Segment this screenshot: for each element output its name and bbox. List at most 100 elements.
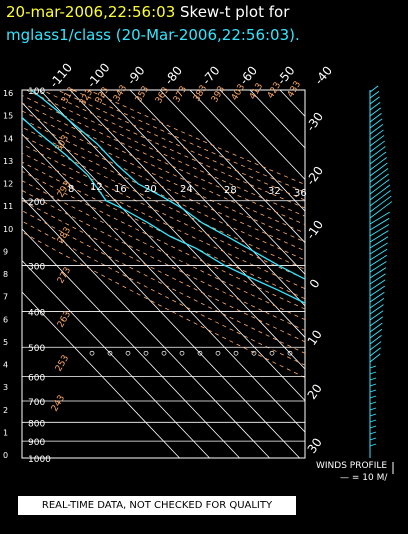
pressure-tick-label: 900	[28, 438, 45, 448]
wind-barb	[369, 443, 377, 447]
wind-barb	[369, 201, 393, 219]
wind-barb	[369, 285, 386, 297]
mixing-ratio-label: 20	[144, 184, 157, 195]
sounding-date: 20-mar-2006,22:56:03	[6, 3, 176, 21]
pressure-tick-label: 500	[28, 344, 45, 354]
winds-scale-label: — = 10 M/	[340, 473, 388, 483]
isotherm-line	[22, 259, 210, 458]
isotherm-line	[219, 90, 305, 181]
wind-barb	[369, 146, 386, 159]
isotherm-line	[249, 90, 305, 149]
height-tick-label: 15	[3, 112, 13, 121]
isotherm-line	[22, 196, 270, 458]
dry-adiabat-line	[22, 189, 305, 332]
wind-barb	[369, 140, 386, 153]
wind-barb	[369, 425, 377, 429]
top-temperature-tick-label: -80	[162, 63, 185, 87]
top-temperature-tick-label: -90	[124, 63, 147, 87]
height-tick-label: 13	[3, 157, 13, 166]
wind-barb	[369, 85, 379, 93]
title-line-2: mglass1/class (20-Mar-2006,22:56:03).	[6, 26, 300, 44]
wind-barb	[369, 248, 388, 261]
wind-barb	[369, 135, 385, 147]
wind-barb	[369, 291, 385, 303]
mixing-ratio-line	[361, 347, 408, 458]
parcel-marker	[197, 350, 203, 356]
mixing-ratio-label: 28	[224, 185, 237, 196]
wind-barb	[369, 377, 377, 381]
wind-barb	[369, 242, 388, 255]
wind-barb	[369, 353, 381, 363]
adiabat-label: 343	[112, 84, 129, 104]
right-temperature-tick-label: 10	[305, 327, 325, 348]
wind-barb	[369, 437, 377, 441]
adiabat-label: 373	[172, 85, 189, 105]
isotherm-line	[22, 165, 300, 458]
height-tick-label: 3	[3, 383, 8, 392]
dry-adiabat-line	[22, 110, 305, 243]
right-temperature-tick-label: 30	[305, 435, 325, 456]
height-tick-label: 14	[3, 134, 13, 143]
dewpoint-profile-line	[22, 116, 305, 304]
height-tick-label: 11	[3, 202, 13, 211]
wind-barb	[369, 90, 380, 99]
wind-barb	[369, 413, 377, 417]
wind-barb	[369, 371, 377, 375]
pressure-tick-label: 200	[28, 198, 45, 208]
parcel-marker	[89, 350, 95, 356]
parcel-marker	[215, 350, 221, 356]
adiabat-label: 313	[60, 86, 77, 106]
right-temperature-tick-label: 20	[305, 381, 325, 402]
dry-adiabat-line	[72, 90, 305, 193]
height-tick-label: 6	[3, 315, 8, 324]
adiabat-label: 243	[50, 394, 67, 414]
height-tick-label: 1	[3, 428, 8, 437]
dry-adiabat-line	[22, 231, 305, 379]
wind-barb	[369, 195, 392, 213]
winds-profile-label: WINDS PROFILE	[316, 461, 388, 471]
wind-barb	[369, 389, 377, 393]
wind-barb	[369, 151, 387, 165]
adiabat-label: 283	[56, 226, 73, 246]
wind-barb	[369, 304, 384, 315]
wind-barb	[369, 365, 377, 369]
wind-barb	[369, 230, 389, 243]
wind-barb	[369, 168, 389, 183]
wind-barb	[369, 347, 381, 357]
mixing-ratio-label: 24	[180, 184, 193, 195]
dry-adiabat-line	[41, 90, 305, 209]
height-tick-label: 4	[3, 361, 8, 370]
wind-barb	[369, 316, 383, 327]
wind-barb	[369, 322, 383, 333]
wind-barb	[369, 113, 382, 123]
height-tick-label: 7	[3, 293, 8, 302]
wind-barb	[369, 102, 381, 111]
isotherm-line	[22, 228, 240, 458]
wind-barb	[369, 124, 384, 135]
top-temperature-tick-label: -110	[47, 60, 75, 90]
station-label: mglass1/class (20-Mar-2006,22:56:03).	[6, 26, 300, 44]
adiabat-label: 323	[78, 88, 95, 108]
height-tick-label: 0	[3, 451, 8, 460]
parcel-marker	[161, 350, 167, 356]
title-prefix: Skew-t plot for	[180, 3, 290, 21]
adiabat-label: 253	[54, 354, 71, 374]
top-temperature-tick-label: -100	[84, 60, 112, 90]
dry-adiabat-line	[88, 90, 305, 185]
height-tick-label: 9	[3, 247, 8, 256]
adiabat-label: 413	[248, 82, 265, 102]
adiabat-label: 333	[94, 86, 111, 106]
wind-barb	[369, 395, 377, 399]
wind-barb	[369, 254, 388, 267]
wind-barb	[369, 273, 386, 285]
isotherm-line	[129, 90, 305, 275]
wind-barb	[369, 107, 382, 117]
wind-barb	[369, 179, 390, 195]
isotherm-line	[189, 90, 305, 212]
pressure-tick-label: 700	[28, 398, 45, 408]
isotherm-line	[22, 102, 305, 402]
right-temperature-tick-label: -10	[303, 218, 326, 242]
parcel-marker	[179, 350, 185, 356]
wind-barb	[369, 328, 383, 339]
